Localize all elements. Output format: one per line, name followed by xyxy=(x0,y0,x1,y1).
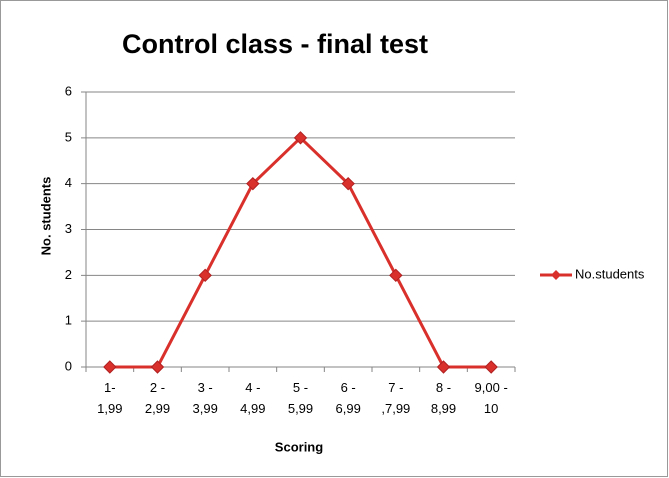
y-axis-label: No. students xyxy=(38,177,53,256)
x-tick-label: 2 -2,99 xyxy=(145,380,170,416)
x-tick-label: 3 -3,99 xyxy=(193,380,218,416)
y-tick-label: 6 xyxy=(65,83,72,98)
x-tick-label: 1-1,99 xyxy=(97,380,122,416)
marker xyxy=(150,360,165,374)
marker xyxy=(341,176,355,191)
marker xyxy=(389,268,403,283)
marker xyxy=(103,360,117,374)
marker xyxy=(484,360,498,374)
legend-marker xyxy=(551,270,561,280)
marker xyxy=(293,131,308,145)
marker xyxy=(198,268,212,283)
legend-label: No.students xyxy=(575,266,645,281)
x-tick-label: 6 -6,99 xyxy=(336,380,361,416)
x-tick-label: 4 -4,99 xyxy=(240,380,265,416)
y-tick-label: 0 xyxy=(65,358,72,373)
x-tick-label: 9,00 -10 xyxy=(475,380,508,416)
x-tick-label: 7 -,7,99 xyxy=(381,380,410,416)
x-tick-label: 5 -5,99 xyxy=(288,380,313,416)
y-tick-label: 3 xyxy=(65,221,72,236)
chart-title: Control class - final test xyxy=(122,29,428,59)
x-axis-label: Scoring xyxy=(275,439,323,454)
y-tick-label: 5 xyxy=(65,129,72,144)
marker xyxy=(436,360,451,374)
marker xyxy=(246,176,260,191)
y-tick-label: 2 xyxy=(65,267,72,282)
y-tick-label: 1 xyxy=(65,313,72,328)
x-tick-label: 8 -8,99 xyxy=(431,380,456,416)
y-tick-label: 4 xyxy=(65,175,72,190)
